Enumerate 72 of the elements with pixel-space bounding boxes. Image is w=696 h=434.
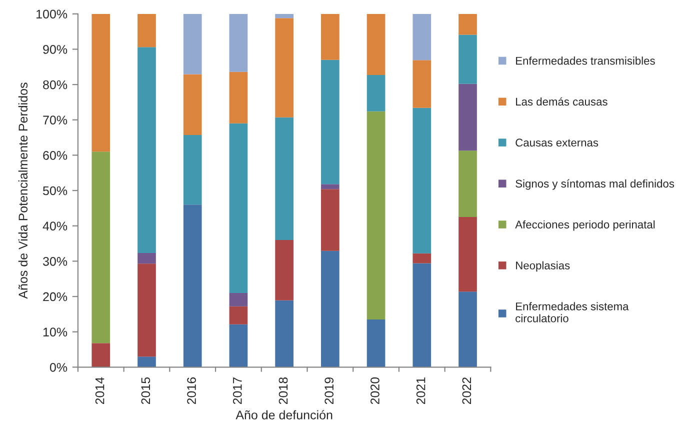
bar [275,300,294,368]
y-tick-label: 40% [42,222,68,231]
bar [138,356,156,368]
x-axis-title: Año de defunción [236,410,332,420]
x-tick-label: 2017 [232,378,242,404]
bar [412,60,432,108]
bar [412,263,432,368]
bar [412,253,432,264]
x-tick-label: 2014 [95,377,104,404]
bar [412,108,432,254]
bar [275,117,294,240]
bar [229,306,248,324]
bar [229,72,248,124]
bar [138,47,156,254]
bar [321,184,340,190]
bar [458,84,477,151]
y-tick-label: 50% [43,186,68,196]
x-tick-label: 2021 [416,377,426,404]
legend-label: Causas externas [516,138,598,147]
y-tick-label: 90% [43,45,68,54]
bar [321,250,340,368]
legend-label: Las demás causas [516,97,608,106]
legend-label: Enfermedades transmisibles [516,56,655,65]
bar [321,14,340,60]
x-tick-label: 2019 [324,377,334,404]
y-tick-label: 0% [50,362,68,372]
bar [458,292,477,368]
bar [183,74,202,136]
y-tick-label: 10% [43,328,68,336]
bar [138,253,156,264]
bar [229,14,248,72]
bar [458,217,477,292]
bar [92,343,110,368]
bar [321,189,340,251]
bar [229,324,248,368]
bar [229,292,248,306]
legend-label: Enfermedades sistema circulatorio [516,302,629,322]
bar [138,14,156,48]
legend-label: Signos y síntomas mal definidos [516,179,674,190]
y-tick-label: 70% [43,116,68,125]
bar [183,135,202,205]
bar [183,14,202,74]
y-tick-label: 30% [42,256,68,266]
bar [92,14,110,152]
bar [321,60,340,184]
bar [458,34,477,84]
bar [138,264,156,357]
bar [366,75,386,112]
bar [458,14,477,35]
x-tick-label: 2018 [278,377,288,404]
bar [92,152,110,344]
bar [275,14,294,18]
x-tick-label: 2022 [462,378,472,404]
x-tick-label: 2016 [187,377,196,404]
legend-label: Afecciones periodo perinatal [515,220,655,231]
legend-label: Neoplasias [516,261,570,272]
bar [412,14,432,60]
bar [458,150,477,218]
y-tick-label: 60% [43,151,68,160]
x-tick-label: 2020 [370,377,380,404]
y-tick-label: 100% [36,10,68,19]
bar [275,240,294,300]
y-tick-label: 80% [43,80,68,90]
bar [366,111,386,320]
bar [366,14,386,76]
bar [183,204,202,368]
x-tick-label: 2015 [141,377,150,404]
y-axis-title: Años de Vida Potencialmente Perdidos [18,82,28,299]
bar [366,319,386,368]
bar [229,123,248,293]
y-tick-label: 20% [43,292,68,302]
bar [275,18,294,118]
